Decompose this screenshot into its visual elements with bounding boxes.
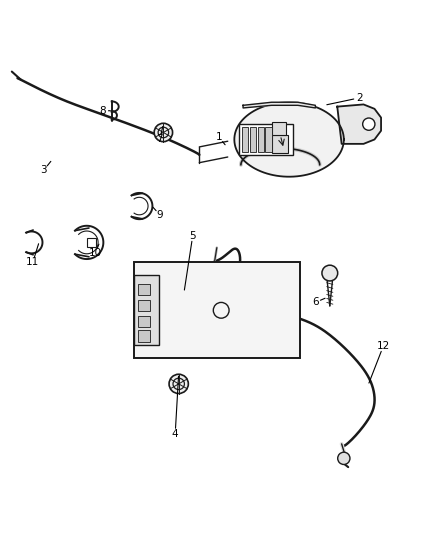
Circle shape	[363, 118, 375, 130]
Bar	[250, 127, 256, 152]
Circle shape	[169, 374, 188, 393]
Text: 10: 10	[89, 248, 102, 259]
Polygon shape	[337, 104, 381, 144]
Polygon shape	[243, 102, 315, 108]
Bar	[242, 127, 248, 152]
Bar	[258, 127, 264, 152]
Circle shape	[338, 452, 350, 464]
Text: 1: 1	[215, 132, 223, 142]
Bar	[272, 135, 288, 152]
Text: 5: 5	[189, 231, 196, 241]
Bar	[138, 316, 150, 327]
Bar	[272, 122, 286, 135]
Bar	[138, 300, 150, 311]
Text: 12: 12	[377, 341, 390, 351]
Bar	[134, 275, 159, 345]
Polygon shape	[234, 102, 344, 177]
Bar	[138, 284, 150, 295]
Bar	[134, 262, 300, 359]
Text: 4: 4	[172, 429, 179, 439]
Circle shape	[154, 123, 173, 142]
Text: 11: 11	[26, 257, 39, 267]
Bar	[239, 124, 293, 155]
Text: 3: 3	[40, 165, 47, 175]
Bar	[87, 238, 96, 247]
Text: 6: 6	[312, 297, 319, 308]
Text: 7: 7	[156, 134, 163, 144]
Text: 2: 2	[356, 93, 363, 103]
Text: 9: 9	[156, 210, 163, 220]
Text: 8: 8	[99, 106, 106, 116]
Bar	[138, 330, 150, 342]
Bar	[265, 127, 272, 152]
Circle shape	[322, 265, 338, 281]
